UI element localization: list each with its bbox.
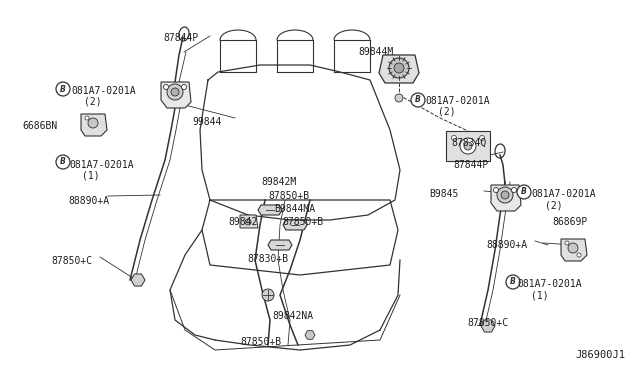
Circle shape bbox=[394, 63, 404, 73]
Text: 081A7-0201A: 081A7-0201A bbox=[69, 160, 134, 170]
Text: (1): (1) bbox=[82, 171, 100, 181]
Circle shape bbox=[85, 116, 89, 120]
Circle shape bbox=[464, 142, 472, 150]
Circle shape bbox=[389, 58, 409, 78]
Circle shape bbox=[506, 275, 520, 289]
Text: 87834Q: 87834Q bbox=[451, 138, 486, 148]
Circle shape bbox=[565, 241, 569, 245]
Circle shape bbox=[163, 84, 168, 90]
Circle shape bbox=[411, 93, 425, 107]
Polygon shape bbox=[240, 215, 258, 228]
Polygon shape bbox=[446, 131, 490, 161]
Text: 87850+C: 87850+C bbox=[467, 318, 508, 328]
Polygon shape bbox=[561, 239, 587, 261]
Circle shape bbox=[479, 135, 484, 141]
Circle shape bbox=[245, 219, 251, 225]
Polygon shape bbox=[305, 331, 315, 339]
Polygon shape bbox=[379, 55, 419, 83]
Text: B: B bbox=[415, 96, 421, 105]
Text: 89842M: 89842M bbox=[261, 177, 296, 187]
Polygon shape bbox=[283, 220, 307, 230]
Text: (1): (1) bbox=[531, 290, 548, 300]
Circle shape bbox=[171, 88, 179, 96]
Circle shape bbox=[262, 289, 274, 301]
Circle shape bbox=[167, 84, 183, 100]
Text: B9845: B9845 bbox=[429, 189, 458, 199]
Text: 081A7-0201A: 081A7-0201A bbox=[425, 96, 490, 106]
Text: 88890+A: 88890+A bbox=[486, 240, 527, 250]
Text: (2): (2) bbox=[84, 97, 102, 107]
Text: 6686BN: 6686BN bbox=[22, 121, 57, 131]
Circle shape bbox=[88, 118, 98, 128]
Text: B: B bbox=[60, 84, 66, 93]
Circle shape bbox=[56, 155, 70, 169]
Polygon shape bbox=[258, 205, 282, 215]
Polygon shape bbox=[268, 240, 292, 250]
Text: J86900J1: J86900J1 bbox=[575, 350, 625, 360]
Circle shape bbox=[460, 138, 476, 154]
Text: 081A7-0201A: 081A7-0201A bbox=[517, 279, 582, 289]
Circle shape bbox=[493, 187, 499, 192]
Circle shape bbox=[517, 185, 531, 199]
Circle shape bbox=[395, 94, 403, 102]
Circle shape bbox=[577, 253, 581, 257]
Circle shape bbox=[451, 135, 456, 141]
Text: 87850+C: 87850+C bbox=[51, 256, 92, 266]
Text: 87844P: 87844P bbox=[163, 33, 198, 43]
Text: B: B bbox=[60, 157, 66, 167]
Circle shape bbox=[56, 82, 70, 96]
Text: 081A7-0201A: 081A7-0201A bbox=[531, 189, 596, 199]
Circle shape bbox=[497, 187, 513, 203]
Text: 99844: 99844 bbox=[192, 117, 221, 127]
Text: 87850+B: 87850+B bbox=[240, 337, 281, 347]
Text: 87844P: 87844P bbox=[453, 160, 488, 170]
Text: 89842: 89842 bbox=[228, 217, 257, 227]
Text: B: B bbox=[521, 187, 527, 196]
Text: 88890+A: 88890+A bbox=[68, 196, 109, 206]
Text: (2): (2) bbox=[545, 200, 563, 210]
Polygon shape bbox=[481, 320, 495, 332]
Text: 89842NA: 89842NA bbox=[272, 311, 313, 321]
Circle shape bbox=[511, 187, 516, 192]
Text: B: B bbox=[510, 278, 516, 286]
Circle shape bbox=[568, 243, 578, 253]
Text: 87830+B: 87830+B bbox=[247, 254, 288, 264]
Circle shape bbox=[182, 84, 186, 90]
Text: (2): (2) bbox=[438, 107, 456, 117]
Text: 89844M: 89844M bbox=[358, 47, 393, 57]
Polygon shape bbox=[491, 185, 521, 211]
Text: 87850+B: 87850+B bbox=[282, 217, 323, 227]
Polygon shape bbox=[161, 82, 191, 108]
Circle shape bbox=[501, 191, 509, 199]
Text: 86869P: 86869P bbox=[552, 217, 588, 227]
Text: B9844MA: B9844MA bbox=[274, 204, 315, 214]
Text: 081A7-0201A: 081A7-0201A bbox=[71, 86, 136, 96]
Text: 87850+B: 87850+B bbox=[268, 191, 309, 201]
Polygon shape bbox=[81, 114, 107, 136]
Polygon shape bbox=[131, 274, 145, 286]
